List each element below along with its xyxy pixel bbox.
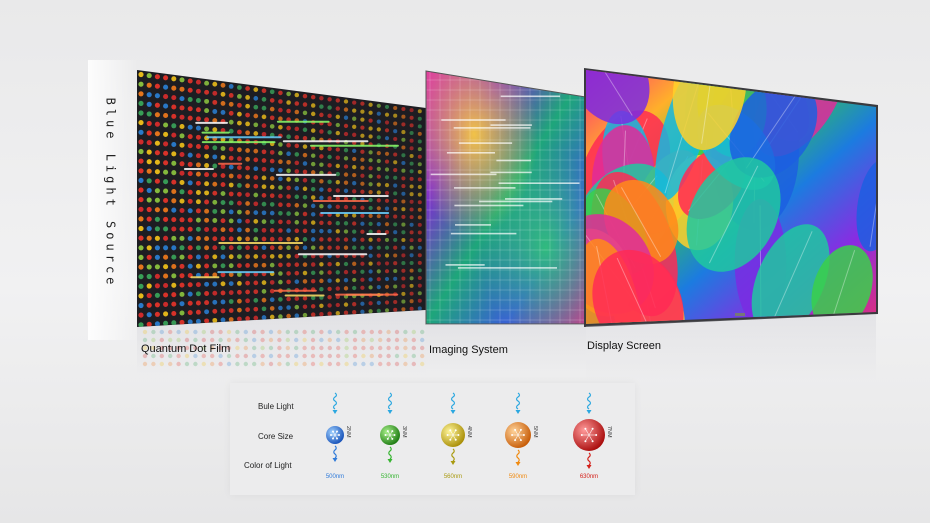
quantum-dot-film-panel [137, 70, 426, 327]
imaging-system-panel [425, 70, 587, 325]
quantum-dot-2 [380, 392, 400, 463]
arrow-down-icon [450, 461, 456, 465]
emitted-light-wave-icon [587, 452, 591, 466]
imaging-system-reflection [426, 324, 586, 372]
tv-logo [735, 313, 745, 316]
legend-graphics [326, 392, 605, 469]
arrow-down-icon [515, 410, 521, 414]
wavelength-label: 530nm [380, 474, 400, 480]
quantum-dot-3 [441, 392, 465, 465]
core-size-label: 5NM [532, 426, 538, 438]
arrow-down-icon [332, 458, 338, 462]
quantum-dot-4 [505, 392, 531, 466]
row-label-color-of-light: Color of Light [244, 461, 292, 470]
quantum-dot-5 [573, 392, 605, 469]
blue-light-wave-icon [515, 392, 521, 410]
arrow-down-icon [387, 410, 393, 414]
blue-light-glow [88, 60, 138, 340]
arrow-down-icon [332, 410, 338, 414]
arrow-down-icon [450, 410, 456, 414]
wavelength-label: 500nm [325, 474, 345, 480]
quantum-dot-film-caption: Quantum Dot Film [141, 343, 231, 355]
core-size-label: 3NM [401, 426, 407, 438]
wavelength-label: 590nm [508, 474, 528, 480]
display-screen-caption: Display Screen [587, 340, 661, 352]
emitted-light-wave-icon [451, 448, 455, 462]
wavelength-label: 630nm [579, 474, 599, 480]
row-label-core-size: Core Size [258, 432, 294, 441]
quantum-dot-1 [326, 392, 344, 462]
emitted-light-wave-icon [388, 446, 392, 460]
display-screen-panel [584, 68, 878, 327]
arrow-down-icon [515, 462, 521, 466]
core-size-label: 7NM [606, 426, 612, 438]
arrow-down-icon [586, 465, 592, 469]
display-screen-reflection [586, 314, 876, 380]
arrow-down-icon [387, 459, 393, 463]
quantum-dot-legend: Bule Light Core Size Color of Light 2NM 5… [230, 383, 635, 495]
quantum-dot-reflection [137, 310, 426, 375]
emitted-light-wave-icon [333, 445, 337, 459]
blue-light-source-label: Blue Light Source [103, 97, 118, 288]
blue-light-wave-icon [586, 392, 592, 410]
emitted-light-wave-icon [516, 449, 520, 463]
blue-light-wave-icon [387, 392, 393, 410]
blue-light-wave-icon [332, 392, 338, 410]
core-size-label: 2NM [345, 426, 351, 438]
arrow-down-icon [586, 410, 592, 414]
blue-light-wave-icon [450, 392, 456, 410]
row-label-blue-light: Bule Light [258, 402, 294, 411]
core-size-label: 4NM [466, 426, 472, 438]
wavelength-label: 560nm [443, 474, 463, 480]
imaging-system-caption: Imaging System [429, 344, 508, 356]
